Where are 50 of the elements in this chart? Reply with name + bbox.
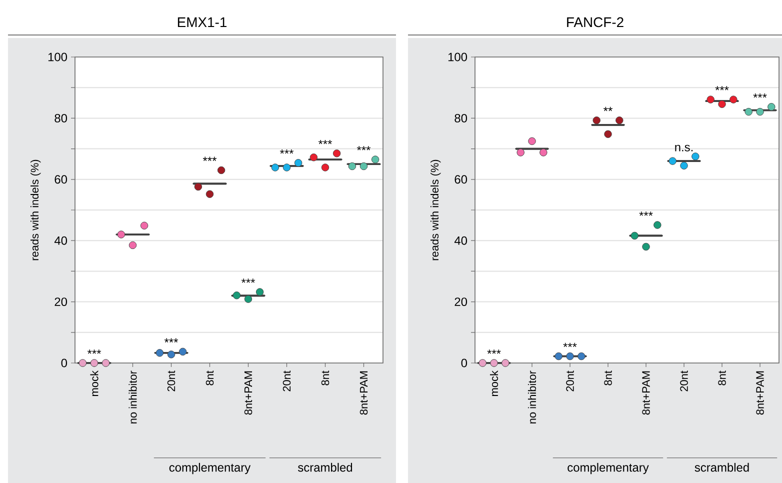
y-tick-label: 100 <box>448 52 468 62</box>
chart-title: FANCF-2 <box>567 17 624 28</box>
y-tick-label: 0 <box>461 358 468 368</box>
y-axis-title: reads with indels (%) <box>430 160 441 260</box>
x-tick-label: 20nt <box>680 370 688 392</box>
text: *** <box>753 93 767 98</box>
x-tick-label: 20nt <box>167 370 176 392</box>
x-tick-label: mock <box>490 370 498 396</box>
x-tick-label: 8nt+PAM <box>642 371 650 415</box>
x-tick-label: 20nt <box>566 370 574 392</box>
text: *** <box>487 350 501 354</box>
text: scrambled <box>694 462 749 472</box>
x-tick-label: no inhibitor <box>128 370 137 424</box>
x-tick-label: 20nt <box>282 370 291 392</box>
y-tick-label: 20 <box>54 298 68 306</box>
y-tick-label: 80 <box>54 114 68 122</box>
text: *** <box>280 149 294 154</box>
text: *** <box>715 86 729 90</box>
x-tick-label: no inhibitor <box>528 370 536 424</box>
text: *** <box>164 338 178 342</box>
text: scrambled <box>298 462 352 472</box>
y-tick-label: 80 <box>454 114 468 122</box>
x-tick-label: mock <box>90 370 98 396</box>
text: *** <box>356 146 371 150</box>
text: complementary <box>169 462 251 474</box>
text: *** <box>87 350 102 354</box>
text: *** <box>318 140 332 144</box>
text: complementary <box>568 462 649 474</box>
x-tick-label: 8nt <box>321 370 330 386</box>
x-tick-label: 8nt <box>604 370 612 386</box>
text: ** <box>604 106 612 112</box>
y-tick-label: 0 <box>61 358 68 368</box>
x-tick-label: 8nt <box>206 370 214 386</box>
y-tick-label: 40 <box>54 236 68 245</box>
text: n.s. <box>675 144 693 152</box>
text: *** <box>563 342 577 348</box>
y-tick-label: 20 <box>454 298 468 306</box>
x-tick-label: 8nt+PAM <box>360 371 368 415</box>
chart-title: EMX1-1 <box>178 17 227 27</box>
y-tick-label: 40 <box>454 236 468 245</box>
x-tick-label: 8nt <box>718 370 726 386</box>
x-tick-label: 8nt+PAM <box>244 371 252 415</box>
x-tick-label: 8nt+PAM <box>756 371 764 415</box>
text: *** <box>202 156 217 161</box>
y-tick-label: 100 <box>48 52 68 62</box>
text: *** <box>639 212 653 216</box>
y-tick-label: 60 <box>454 175 468 184</box>
y-tick-label: 60 <box>54 175 68 184</box>
y-axis-title: reads with indels (%) <box>30 160 41 260</box>
text: *** <box>241 278 256 283</box>
